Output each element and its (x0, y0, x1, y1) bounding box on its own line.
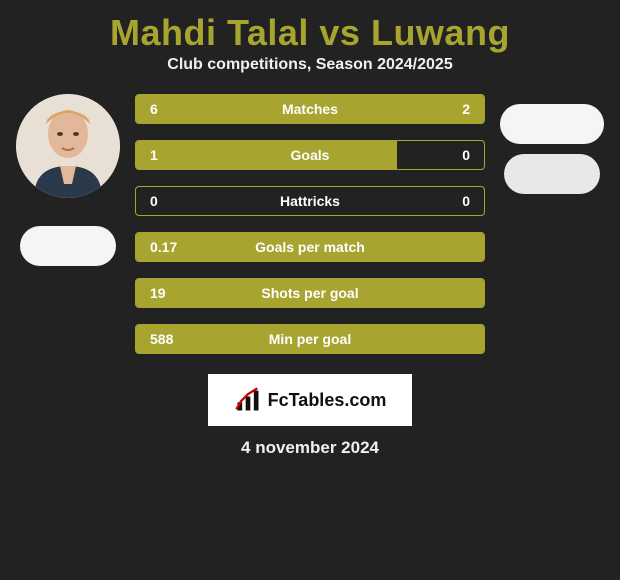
logo-container: FcTables.com (0, 374, 620, 426)
subtitle: Club competitions, Season 2024/2025 (0, 56, 620, 74)
stats-table: 6 Matches 2 1 Goals 0 0 Hattricks 0 0.17… (135, 94, 485, 370)
stat-value-right: 0 (426, 147, 484, 163)
stat-row: 0.17 Goals per match (135, 232, 485, 262)
stat-label: Min per goal (194, 331, 426, 347)
stat-row: 6 Matches 2 (135, 94, 485, 124)
stat-label: Hattricks (194, 193, 426, 209)
player-right-club-badge (504, 154, 600, 194)
bar-chart-icon (234, 386, 262, 414)
stat-label: Goals (194, 147, 426, 163)
stat-label: Shots per goal (194, 285, 426, 301)
logo-text: FcTables.com (268, 390, 387, 411)
page-title: Mahdi Talal vs Luwang (0, 0, 620, 56)
date-text: 4 november 2024 (0, 438, 620, 458)
player-right-column (497, 94, 607, 194)
stat-row: 0 Hattricks 0 (135, 186, 485, 216)
stat-value-right: 2 (426, 101, 484, 117)
stat-value-right: 0 (426, 193, 484, 209)
player-left-avatar (16, 94, 120, 198)
stat-value-left: 6 (136, 101, 194, 117)
stat-row: 19 Shots per goal (135, 278, 485, 308)
comparison-content: 6 Matches 2 1 Goals 0 0 Hattricks 0 0.17… (0, 94, 620, 370)
stat-value-left: 0.17 (136, 239, 194, 255)
player-right-avatar-placeholder (500, 104, 604, 144)
stat-value-left: 19 (136, 285, 194, 301)
player-left-club-badge (20, 226, 116, 266)
stat-value-left: 0 (136, 193, 194, 209)
stat-value-left: 1 (136, 147, 194, 163)
fctables-logo: FcTables.com (208, 374, 412, 426)
stat-value-left: 588 (136, 331, 194, 347)
person-icon (16, 94, 120, 198)
stat-label: Matches (194, 101, 426, 117)
stat-label: Goals per match (194, 239, 426, 255)
stat-row: 588 Min per goal (135, 324, 485, 354)
player-left-column (13, 94, 123, 266)
stat-row: 1 Goals 0 (135, 140, 485, 170)
